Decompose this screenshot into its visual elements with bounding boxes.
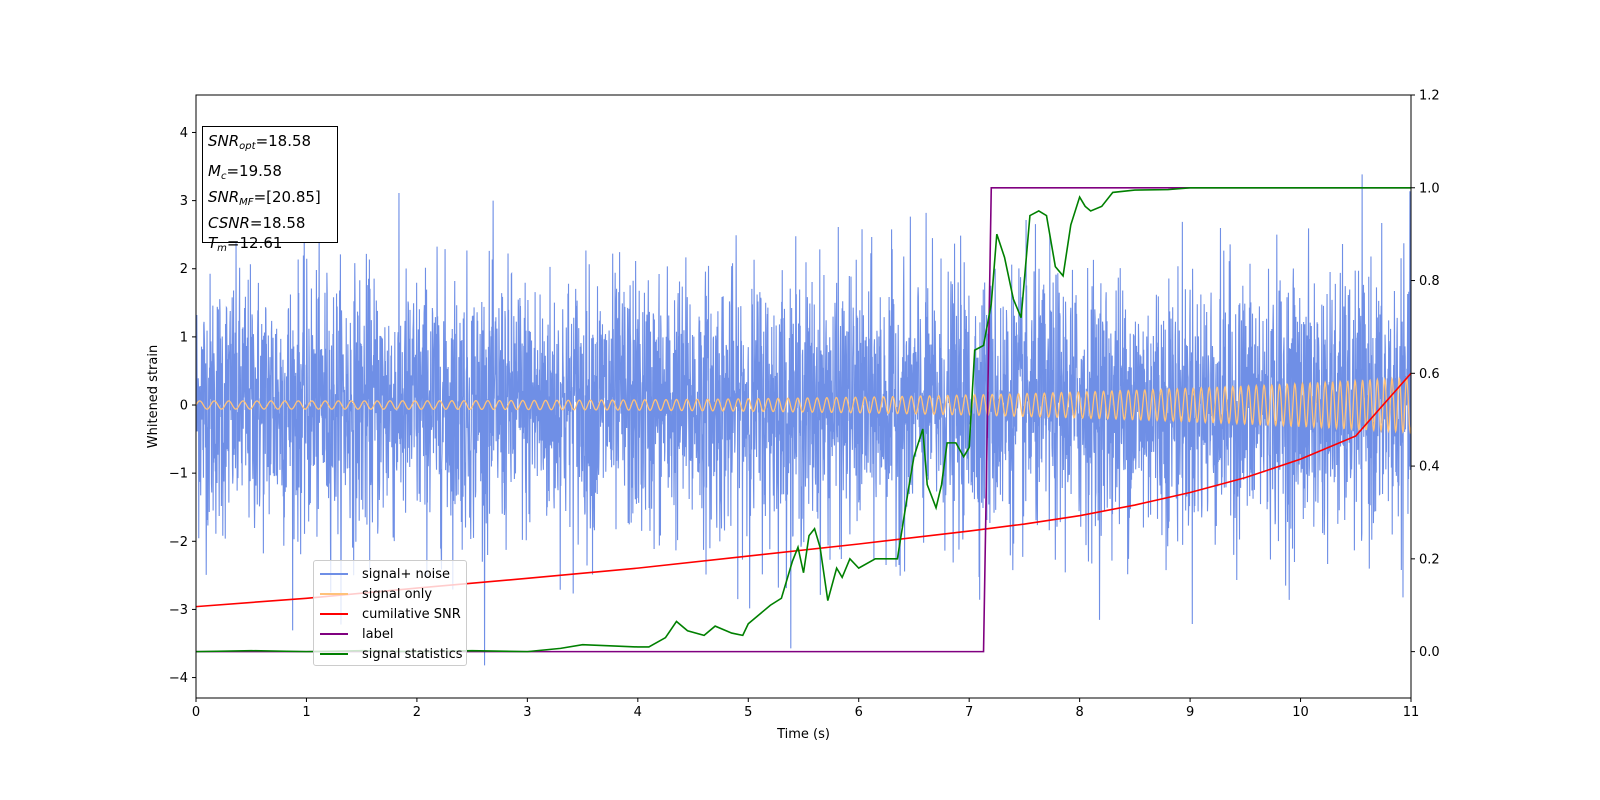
y-left-tick-label: −3 <box>169 603 188 618</box>
y-right-tick-label: 0.8 <box>1419 274 1440 289</box>
x-tick-label: 0 <box>192 705 200 720</box>
legend-swatch <box>320 573 348 575</box>
x-tick-label: 2 <box>413 705 421 720</box>
info-box: SNRopt=18.58 Mc=19.58 SNRMF=[20.85] CSNR… <box>202 126 338 254</box>
y-right-tick-label: 0.0 <box>1419 645 1440 660</box>
right-y-axis: 0.0 0.2 0.4 0.6 0.8 1.0 1.2 <box>1411 89 1440 660</box>
x-axis-label: Time (s) <box>776 727 830 742</box>
legend: signal+ noise signal only cumilative SNR… <box>313 560 467 666</box>
y-left-tick-label: −2 <box>169 535 188 550</box>
legend-item-label: label <box>314 624 466 644</box>
left-y-axis: −4 −3 −2 −1 0 1 2 3 4 <box>169 126 196 686</box>
x-tick-label: 8 <box>1075 705 1083 720</box>
legend-item-signal-statistics: signal statistics <box>314 644 466 664</box>
y-left-tick-label: 2 <box>180 262 188 277</box>
info-mc: Mc=19.58 <box>208 162 282 182</box>
y-axis-label: Whitened strain <box>146 345 161 448</box>
y-right-tick-label: 1.2 <box>1419 89 1440 104</box>
info-csnr: CSNR=18.58 <box>208 214 306 232</box>
legend-item-signal-only: signal only <box>314 584 466 604</box>
info-tm: Tm=12.61 <box>208 234 283 254</box>
x-tick-label: 4 <box>634 705 642 720</box>
y-left-tick-label: 1 <box>180 330 188 345</box>
y-left-tick-label: 0 <box>180 399 188 414</box>
x-tick-label: 6 <box>855 705 863 720</box>
legend-item-cumulative-snr: cumilative SNR <box>314 604 466 624</box>
series-cumulative-snr <box>196 372 1411 608</box>
y-right-tick-label: 0.6 <box>1419 367 1440 382</box>
x-tick-label: 11 <box>1403 705 1420 720</box>
x-tick-label: 5 <box>744 705 752 720</box>
plot-frame <box>195 94 1412 699</box>
legend-swatch <box>320 593 348 595</box>
x-axis: 0 1 2 3 4 5 6 7 8 9 10 11 <box>192 698 1419 720</box>
info-snr-opt: SNRopt=18.58 <box>208 132 312 152</box>
series-signal-statistics <box>196 186 1411 653</box>
y-right-tick-label: 0.2 <box>1419 552 1440 567</box>
legend-swatch <box>320 653 348 655</box>
legend-swatch <box>320 633 348 635</box>
x-tick-label: 9 <box>1186 705 1194 720</box>
x-tick-label: 3 <box>523 705 531 720</box>
y-right-tick-label: 0.4 <box>1419 460 1440 475</box>
x-tick-label: 1 <box>302 705 310 720</box>
y-left-tick-label: −1 <box>169 467 188 482</box>
legend-item-signal-noise: signal+ noise <box>314 564 466 584</box>
y-right-tick-label: 1.0 <box>1419 181 1440 196</box>
info-snr-mf: SNRMF=[20.85] <box>208 188 321 208</box>
y-left-tick-label: 4 <box>180 126 188 141</box>
x-tick-label: 7 <box>965 705 973 720</box>
x-tick-label: 10 <box>1292 705 1309 720</box>
y-left-tick-label: −4 <box>169 671 188 686</box>
legend-swatch <box>320 613 348 615</box>
series-signal-only <box>196 375 1411 435</box>
y-left-tick-label: 3 <box>180 194 188 209</box>
